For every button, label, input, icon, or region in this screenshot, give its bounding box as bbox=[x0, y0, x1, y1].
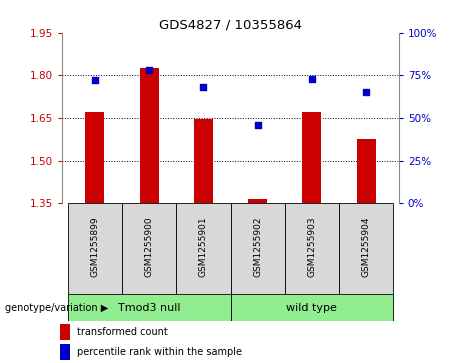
FancyBboxPatch shape bbox=[285, 203, 339, 294]
Bar bbox=[357, 139, 376, 203]
Bar bbox=[140, 68, 159, 203]
Bar bbox=[302, 112, 321, 203]
Text: genotype/variation ▶: genotype/variation ▶ bbox=[5, 303, 108, 313]
Text: GSM1255901: GSM1255901 bbox=[199, 216, 208, 277]
FancyBboxPatch shape bbox=[176, 203, 230, 294]
Text: percentile rank within the sample: percentile rank within the sample bbox=[77, 347, 242, 357]
Point bbox=[91, 78, 99, 83]
Bar bbox=[60, 324, 70, 340]
Point bbox=[254, 122, 261, 128]
Text: GSM1255903: GSM1255903 bbox=[307, 216, 316, 277]
FancyBboxPatch shape bbox=[230, 203, 285, 294]
Text: GSM1255904: GSM1255904 bbox=[362, 217, 371, 277]
Text: wild type: wild type bbox=[286, 303, 337, 313]
Text: Tmod3 null: Tmod3 null bbox=[118, 303, 180, 313]
Text: GSM1255899: GSM1255899 bbox=[90, 216, 99, 277]
Point bbox=[145, 67, 153, 73]
FancyBboxPatch shape bbox=[68, 203, 122, 294]
FancyBboxPatch shape bbox=[122, 203, 176, 294]
FancyBboxPatch shape bbox=[339, 203, 393, 294]
FancyBboxPatch shape bbox=[68, 294, 230, 321]
Bar bbox=[248, 199, 267, 203]
Text: GSM1255900: GSM1255900 bbox=[145, 216, 154, 277]
Text: GSM1255902: GSM1255902 bbox=[253, 217, 262, 277]
Bar bbox=[85, 112, 104, 203]
Bar bbox=[60, 344, 70, 360]
FancyBboxPatch shape bbox=[230, 294, 393, 321]
Point bbox=[200, 84, 207, 90]
Bar bbox=[194, 119, 213, 203]
Text: transformed count: transformed count bbox=[77, 327, 168, 337]
Point bbox=[362, 90, 370, 95]
Title: GDS4827 / 10355864: GDS4827 / 10355864 bbox=[159, 19, 302, 32]
Point bbox=[308, 76, 316, 82]
